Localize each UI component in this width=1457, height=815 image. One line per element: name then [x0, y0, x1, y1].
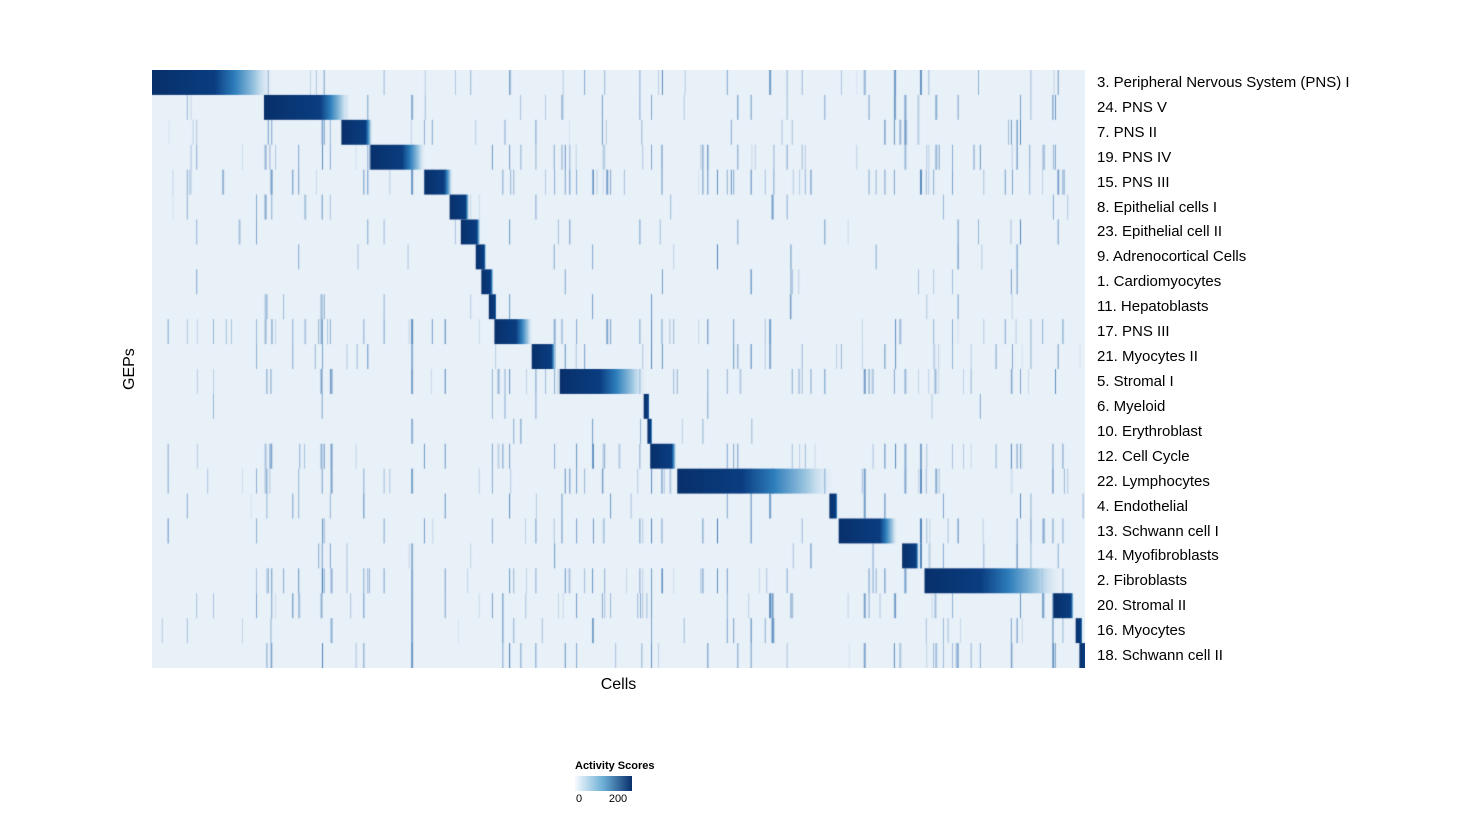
row-label: 18. Schwann cell II [1097, 647, 1223, 665]
row-label: 15. PNS III [1097, 173, 1170, 191]
row-label: 23. Epithelial cell II [1097, 223, 1223, 241]
row-label: 4. Endothelial [1097, 497, 1188, 515]
row-label: 3. Peripheral Nervous System (PNS) I [1097, 73, 1350, 91]
row-label: 13. Schwann cell I [1097, 522, 1219, 540]
y-axis-label: GEPs [121, 348, 138, 390]
row-label: 7. PNS II [1097, 123, 1158, 141]
heatmap-canvas [152, 70, 1085, 668]
row-label: 8. Epithelial cells I [1097, 198, 1218, 216]
row-label: 24. PNS V [1097, 98, 1168, 116]
row-label: 21. Myocytes II [1097, 348, 1198, 366]
row-label: 20. Stromal II [1097, 597, 1187, 615]
row-label: 5. Stromal I [1097, 373, 1174, 391]
legend-min-label: 0 [575, 793, 583, 805]
row-label: 22. Lymphocytes [1097, 472, 1210, 490]
row-label: 1. Cardiomyocytes [1097, 273, 1222, 291]
legend: Activity Scores 0 200 [575, 760, 685, 807]
x-axis-label: Cells [600, 676, 637, 693]
row-label: 9. Adrenocortical Cells [1097, 248, 1247, 266]
row-label: 2. Fibroblasts [1097, 572, 1188, 590]
row-label: 19. PNS IV [1097, 148, 1172, 166]
legend-gradient-bar [575, 776, 632, 791]
row-label: 12. Cell Cycle [1097, 447, 1190, 465]
row-label: 17. PNS III [1097, 323, 1170, 341]
row-label: 6. Myeloid [1097, 397, 1166, 415]
row-label: 14. Myofibroblasts [1097, 547, 1219, 565]
row-label: 10. Erythroblast [1097, 422, 1203, 440]
legend-title: Activity Scores [575, 760, 655, 772]
row-labels: 3. Peripheral Nervous System (PNS) I 24. … [1097, 70, 1457, 668]
row-label: 11. Hepatoblasts [1097, 298, 1209, 316]
legend-ticks: 0 200 [575, 793, 685, 807]
row-label: 16. Myocytes [1097, 622, 1186, 640]
legend-max-label: 200 [608, 793, 628, 805]
